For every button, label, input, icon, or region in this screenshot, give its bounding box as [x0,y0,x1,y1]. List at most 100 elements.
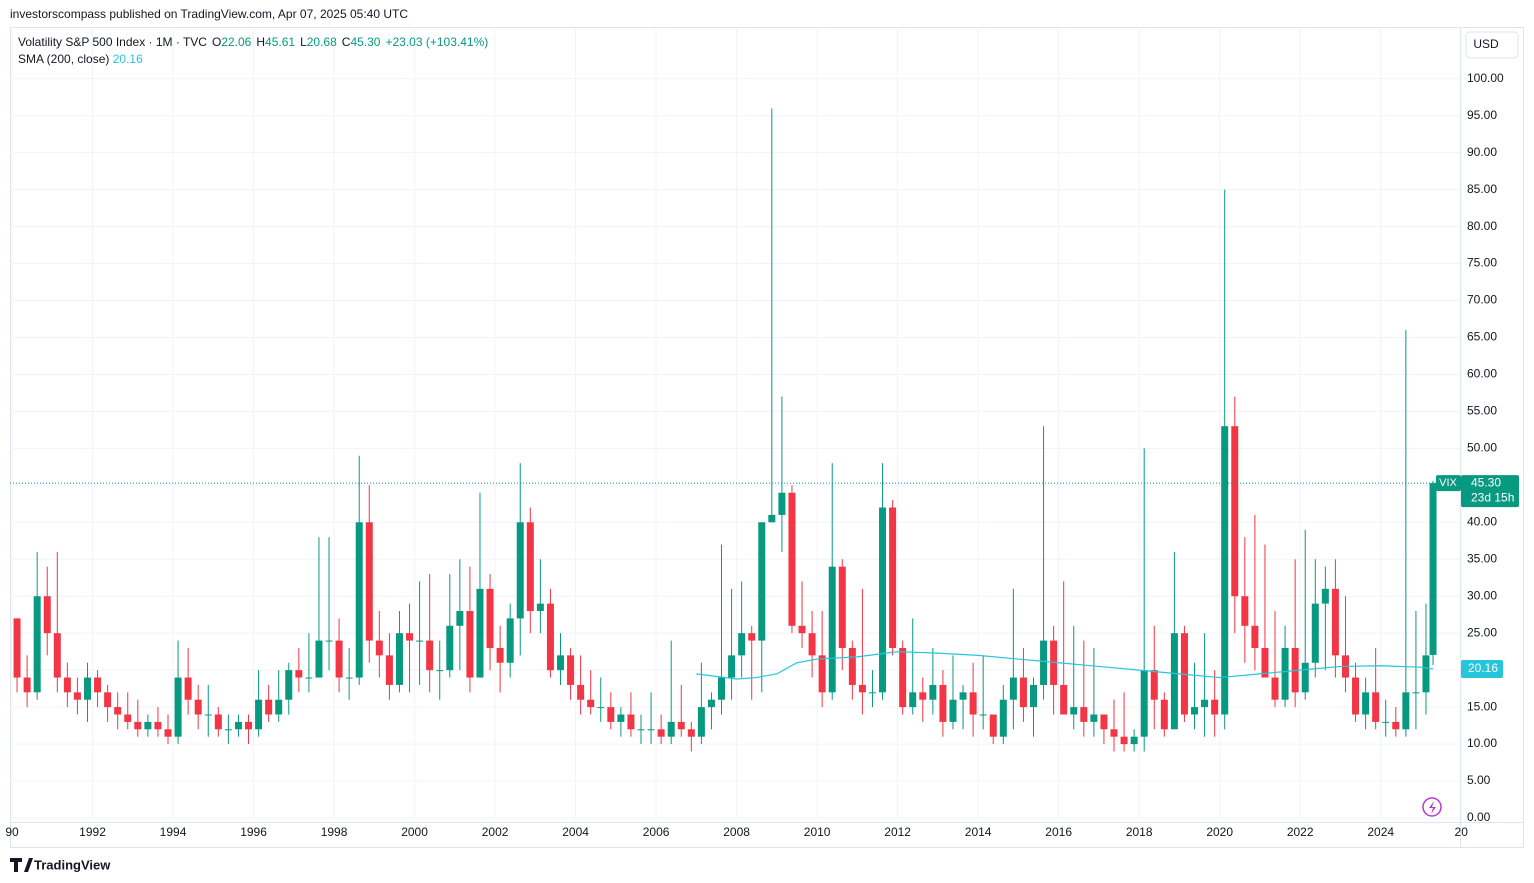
candle-body [184,677,192,700]
candle-body [798,625,806,634]
candle-body [285,670,293,700]
x-tick-label: 2012 [884,825,911,839]
candle-body [1150,670,1158,700]
symbol-label: VIX [1439,477,1457,489]
y-tick-label: 70.00 [1467,293,1497,307]
candle-body [426,640,434,671]
candle-body [979,714,987,716]
candle-body [879,507,887,693]
candle-body [738,633,746,656]
candle-body [104,692,112,708]
candle-body [114,707,122,715]
candle-body [788,492,796,626]
candle-body [43,596,51,634]
candle-body [858,684,866,693]
x-tick-label: 1998 [321,825,348,839]
x-tick-label: 2002 [482,825,509,839]
candle-body [929,684,937,700]
candle-body [607,707,615,722]
candle-body [506,618,514,663]
y-tick-label: 5.00 [1467,773,1491,787]
candle-body [587,699,595,708]
symbol-tag [1436,475,1461,492]
x-tick-label: 2024 [1367,825,1394,839]
candle-body [436,670,444,672]
candle-body [1372,692,1380,722]
ohlc-value: 45.30 [350,35,381,49]
candle-body [194,699,202,715]
x-tick-label: 20 [1455,825,1469,839]
ohlc-value: 45.61 [265,35,296,49]
price-tag [1461,475,1519,508]
candle-body [728,655,736,678]
symbol-title: Volatility S&P 500 Index · 1M · TVC [18,35,207,49]
ohlc-key: C [341,35,351,49]
candle-body [1261,647,1269,678]
candle-body [416,640,424,642]
candle-body [174,677,182,737]
x-tick-label: 2006 [643,825,670,839]
candle-body [1100,714,1108,730]
candle-body [1170,633,1178,730]
candle-body [1201,699,1209,708]
candle-body [949,699,957,722]
candle-body [526,522,534,612]
attribution: investorscompass published on TradingVie… [10,7,409,21]
candle-body [1241,596,1249,626]
candle-body [214,714,222,730]
ohlc-value: 20.68 [306,35,337,49]
y-tick-label: 100.00 [1467,71,1504,85]
currency-button[interactable] [1465,31,1519,59]
legend-row: Volatility S&P 500 Index · 1M · TVC O22.0… [18,35,488,49]
candle-body [395,633,403,685]
candle-body [1160,699,1168,730]
candle-body [687,729,695,737]
candle-body [33,596,41,693]
x-tick-label: 2016 [1045,825,1072,839]
alert-icon[interactable] [1422,797,1442,817]
candle-body [245,721,253,730]
indicator-row: SMA (200, close) 20.16 [18,52,143,66]
candle-body [778,492,786,515]
candle-body [375,640,383,656]
candle-body [1311,603,1319,663]
candle-body [1382,721,1390,723]
candle-body [848,647,856,685]
candle-body [23,677,31,693]
ohlc-key: L [300,35,307,49]
candle-body [577,684,585,700]
candle-body [1392,721,1400,730]
candle-body [1191,707,1199,715]
candle-body [94,677,102,693]
candle-body [899,647,907,708]
candle-body [1221,426,1229,715]
candle-body [919,692,927,700]
x-tick-label: 2020 [1206,825,1233,839]
candle-body [1231,426,1239,597]
candle-body [697,707,705,737]
y-tick-label: 85.00 [1467,182,1497,196]
candle-body [1140,670,1148,737]
candle-body [1422,655,1430,693]
sma-line [696,651,1434,680]
candle-body [657,729,665,737]
candle-body [1130,736,1138,745]
candle-body [204,714,212,716]
candle-body [255,699,263,730]
candle-body [969,692,977,715]
countdown: 23d 15h [1471,490,1514,504]
y-tick-label: 30.00 [1467,588,1497,602]
y-tick-label: 75.00 [1467,256,1497,270]
candle-body [1429,483,1437,655]
y-tick-label: 65.00 [1467,330,1497,344]
x-tick-label: 1992 [79,825,106,839]
candle-body [718,677,726,700]
candle-body [265,699,273,715]
candle-body [385,655,393,685]
candle-body [516,522,524,619]
y-tick-label: 25.00 [1467,625,1497,639]
x-tick-label: 1996 [240,825,267,839]
grid [10,27,1462,819]
candle-body [63,677,71,693]
y-tick-label: 40.00 [1467,514,1497,528]
